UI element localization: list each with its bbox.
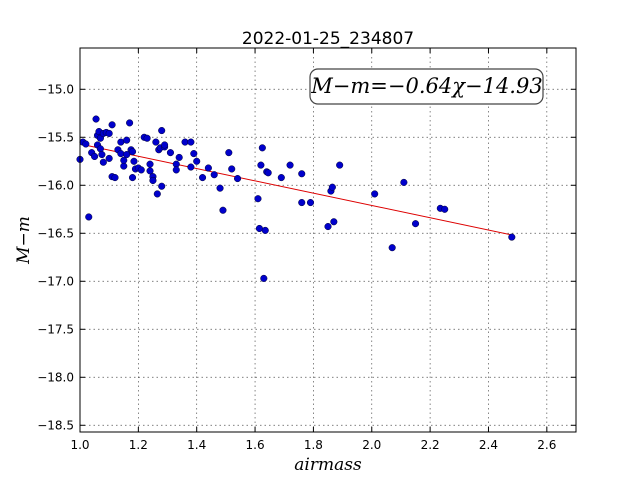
plot-area-frame	[79, 47, 577, 433]
data-point	[99, 158, 107, 166]
data-point	[204, 164, 212, 172]
y-tick-label: −16.5	[37, 226, 74, 240]
x-tick-label: 2.6	[537, 438, 556, 452]
data-point	[105, 129, 113, 137]
data-point	[130, 157, 138, 165]
data-point	[98, 151, 106, 159]
y-tick-label: −15.5	[37, 130, 74, 144]
data-point	[190, 150, 198, 158]
data-point	[264, 169, 272, 177]
data-point	[298, 170, 306, 178]
data-point	[400, 178, 408, 186]
data-point	[388, 244, 396, 252]
data-point	[128, 174, 137, 182]
data-point	[92, 115, 100, 123]
fit-equation-box: M−m=−0.64χ−14.93	[309, 68, 544, 105]
x-tick-labels: 1.0 1.2 1.4 1.6 1.8 2.0 2.2 2.4 2.6	[70, 438, 556, 452]
data-points	[76, 115, 516, 282]
data-point	[123, 136, 131, 144]
axis-ticks	[79, 48, 576, 432]
x-tick-label: 1.2	[129, 438, 148, 452]
data-point	[175, 153, 183, 161]
x-tick-label: 2.2	[421, 438, 440, 452]
data-point	[257, 161, 265, 169]
data-point	[146, 167, 154, 175]
data-point	[508, 233, 516, 241]
data-point	[153, 190, 161, 198]
data-point	[193, 157, 201, 165]
data-point	[216, 184, 224, 192]
y-axis-label: M−m	[14, 216, 34, 265]
fit-line	[79, 143, 512, 236]
data-point	[161, 141, 169, 149]
data-point	[234, 175, 242, 183]
data-point	[219, 206, 227, 214]
data-point	[198, 174, 207, 182]
data-point	[137, 166, 145, 174]
data-point	[108, 121, 116, 129]
data-point	[85, 213, 93, 221]
data-point	[330, 218, 338, 226]
data-point	[158, 127, 166, 135]
data-point	[258, 144, 266, 152]
grid-lines	[80, 48, 576, 432]
data-point	[96, 145, 104, 153]
data-point	[128, 148, 137, 156]
data-point	[261, 226, 269, 234]
data-point	[105, 154, 113, 162]
y-tick-label: −18.0	[37, 370, 74, 384]
data-point	[149, 176, 157, 185]
y-tick-label: −17.0	[37, 274, 74, 288]
data-point	[324, 223, 332, 231]
data-point	[111, 174, 119, 182]
data-point	[336, 161, 344, 169]
data-point	[172, 166, 180, 174]
chart-title: 2022-01-25_234807	[242, 29, 414, 49]
x-tick-label: 1.0	[70, 438, 89, 452]
data-point	[126, 119, 134, 127]
x-tick-label: 2.4	[479, 438, 498, 452]
data-point	[277, 174, 285, 182]
data-point	[158, 182, 166, 190]
data-point	[146, 160, 154, 168]
data-point	[210, 171, 218, 179]
y-tick-labels: −15.0 −15.5 −16.0 −16.5 −17.0 −17.5 −18.0 −18.5	[37, 82, 74, 432]
data-point	[166, 149, 174, 157]
data-point	[298, 199, 306, 207]
data-point	[120, 156, 128, 164]
data-point	[187, 163, 195, 171]
data-point	[371, 190, 379, 198]
y-tick-label: −17.5	[37, 322, 74, 336]
data-point	[286, 161, 294, 169]
data-point	[187, 138, 195, 146]
fit-equation-text: M−m=−0.64χ−14.93	[310, 74, 542, 98]
data-point	[306, 199, 315, 207]
x-tick-label: 2.0	[362, 438, 381, 452]
fit-line-layer	[79, 143, 512, 236]
data-point	[117, 150, 125, 158]
y-tick-label: −18.5	[37, 418, 74, 432]
data-point	[123, 151, 131, 159]
data-point	[82, 140, 90, 148]
data-point	[143, 134, 151, 142]
data-point	[91, 152, 99, 161]
x-tick-label: 1.8	[304, 438, 323, 452]
data-point	[260, 274, 268, 282]
data-point	[411, 220, 420, 228]
data-point	[225, 149, 233, 157]
x-tick-label: 1.4	[187, 438, 206, 452]
x-tick-label: 1.6	[246, 438, 265, 452]
equation-box-frame	[309, 68, 544, 105]
y-tick-label: −15.0	[37, 82, 74, 96]
data-point	[152, 138, 160, 146]
data-point	[328, 183, 336, 191]
data-point	[228, 165, 236, 173]
y-tick-label: −16.0	[37, 178, 74, 192]
data-point	[254, 195, 262, 203]
data-point	[441, 205, 449, 213]
x-axis-label: airmass	[294, 455, 362, 475]
